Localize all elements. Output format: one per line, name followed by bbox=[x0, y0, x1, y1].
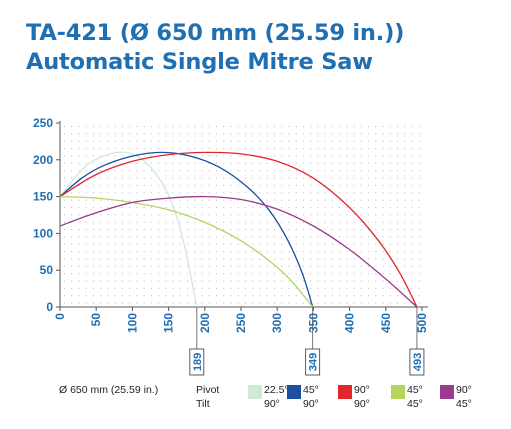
legend-swatch bbox=[391, 385, 405, 399]
legend-pivot-value: 45° bbox=[407, 384, 423, 396]
cut-marker-label: 349 bbox=[308, 353, 320, 371]
y-tick-label: 250 bbox=[33, 116, 53, 130]
diameter-label: Ø 650 mm (25.59 in.) bbox=[59, 384, 159, 396]
legend-tilt-value: 90° bbox=[303, 398, 319, 410]
cut-marker-box bbox=[409, 348, 425, 376]
legend-item: 22.5° 90° bbox=[248, 384, 308, 412]
pivot-header: Pivot bbox=[196, 384, 220, 396]
x-tick-label: 450 bbox=[379, 313, 393, 333]
x-tick-label: 50 bbox=[89, 313, 103, 327]
legend-item: 90° 45° bbox=[440, 384, 500, 412]
legend-item: 90° 90° bbox=[338, 384, 398, 412]
y-tick-label: 0 bbox=[46, 300, 53, 314]
legend-pivot-value: 45° bbox=[303, 384, 319, 396]
chart-title: TA-421 (Ø 650 mm (25.59 in.)) Automatic … bbox=[26, 19, 404, 77]
x-tick-label: 250 bbox=[234, 313, 248, 333]
y-tick-label: 50 bbox=[40, 263, 54, 277]
x-tick-label: 150 bbox=[162, 313, 176, 333]
legend-tilt-value: 45° bbox=[407, 398, 423, 410]
title-line-2: Automatic Single Mitre Saw bbox=[26, 49, 373, 75]
legend-pivot-value: 90° bbox=[354, 384, 370, 396]
legend: Ø 650 mm (25.59 in.) Pivot Tilt 22.5° 90°… bbox=[0, 384, 511, 424]
legend-pivot-value: 90° bbox=[456, 384, 472, 396]
x-tick-label: 100 bbox=[125, 313, 139, 333]
series-line-3 bbox=[59, 151, 418, 308]
x-tick-label: 400 bbox=[343, 313, 357, 333]
legend-tilt-value: 90° bbox=[354, 398, 370, 410]
x-tick-label: 300 bbox=[270, 313, 284, 333]
series-line-2 bbox=[59, 151, 314, 308]
title-line-1: TA-421 (Ø 650 mm (25.59 in.)) bbox=[26, 20, 405, 46]
legend-pivot-value: 22.5° bbox=[264, 384, 289, 396]
x-tick-label: 500 bbox=[415, 313, 429, 333]
cut-markers: 189 349 493 bbox=[189, 307, 425, 376]
y-tick-label: 150 bbox=[33, 190, 53, 204]
x-tick-label: 0 bbox=[53, 313, 67, 320]
legend-item: 45° 45° bbox=[391, 384, 451, 412]
axes bbox=[59, 121, 428, 308]
y-tick-label: 200 bbox=[33, 153, 53, 167]
series-line-4 bbox=[59, 195, 314, 308]
cut-marker-box bbox=[305, 348, 321, 376]
x-tick-label: 350 bbox=[306, 313, 320, 333]
tick-labels: 0 50 100 150 200 250 0 50 100 150 200 250 300 350 400 4… bbox=[33, 116, 429, 333]
legend-swatch bbox=[338, 385, 352, 399]
cutting-capacity-chart: 0 50 100 150 200 250 0 50 100 150 200 250 300 350 400 4… bbox=[33, 116, 429, 376]
legend-swatch bbox=[440, 385, 454, 399]
legend-item: 45° 90° bbox=[287, 384, 347, 412]
legend-tilt-value: 90° bbox=[264, 398, 280, 410]
tilt-header: Tilt bbox=[196, 398, 210, 410]
legend-tilt-value: 45° bbox=[456, 398, 472, 410]
series-line-1 bbox=[59, 151, 198, 308]
x-tick-label: 200 bbox=[198, 313, 212, 333]
cut-marker-box bbox=[189, 348, 205, 376]
cut-marker-label: 189 bbox=[192, 353, 204, 371]
series-group bbox=[59, 151, 418, 308]
series-line-5 bbox=[59, 195, 418, 308]
y-tick-label: 100 bbox=[33, 226, 53, 240]
legend-swatch bbox=[248, 385, 262, 399]
legend-swatch bbox=[287, 385, 301, 399]
cut-marker-label: 493 bbox=[412, 353, 424, 371]
